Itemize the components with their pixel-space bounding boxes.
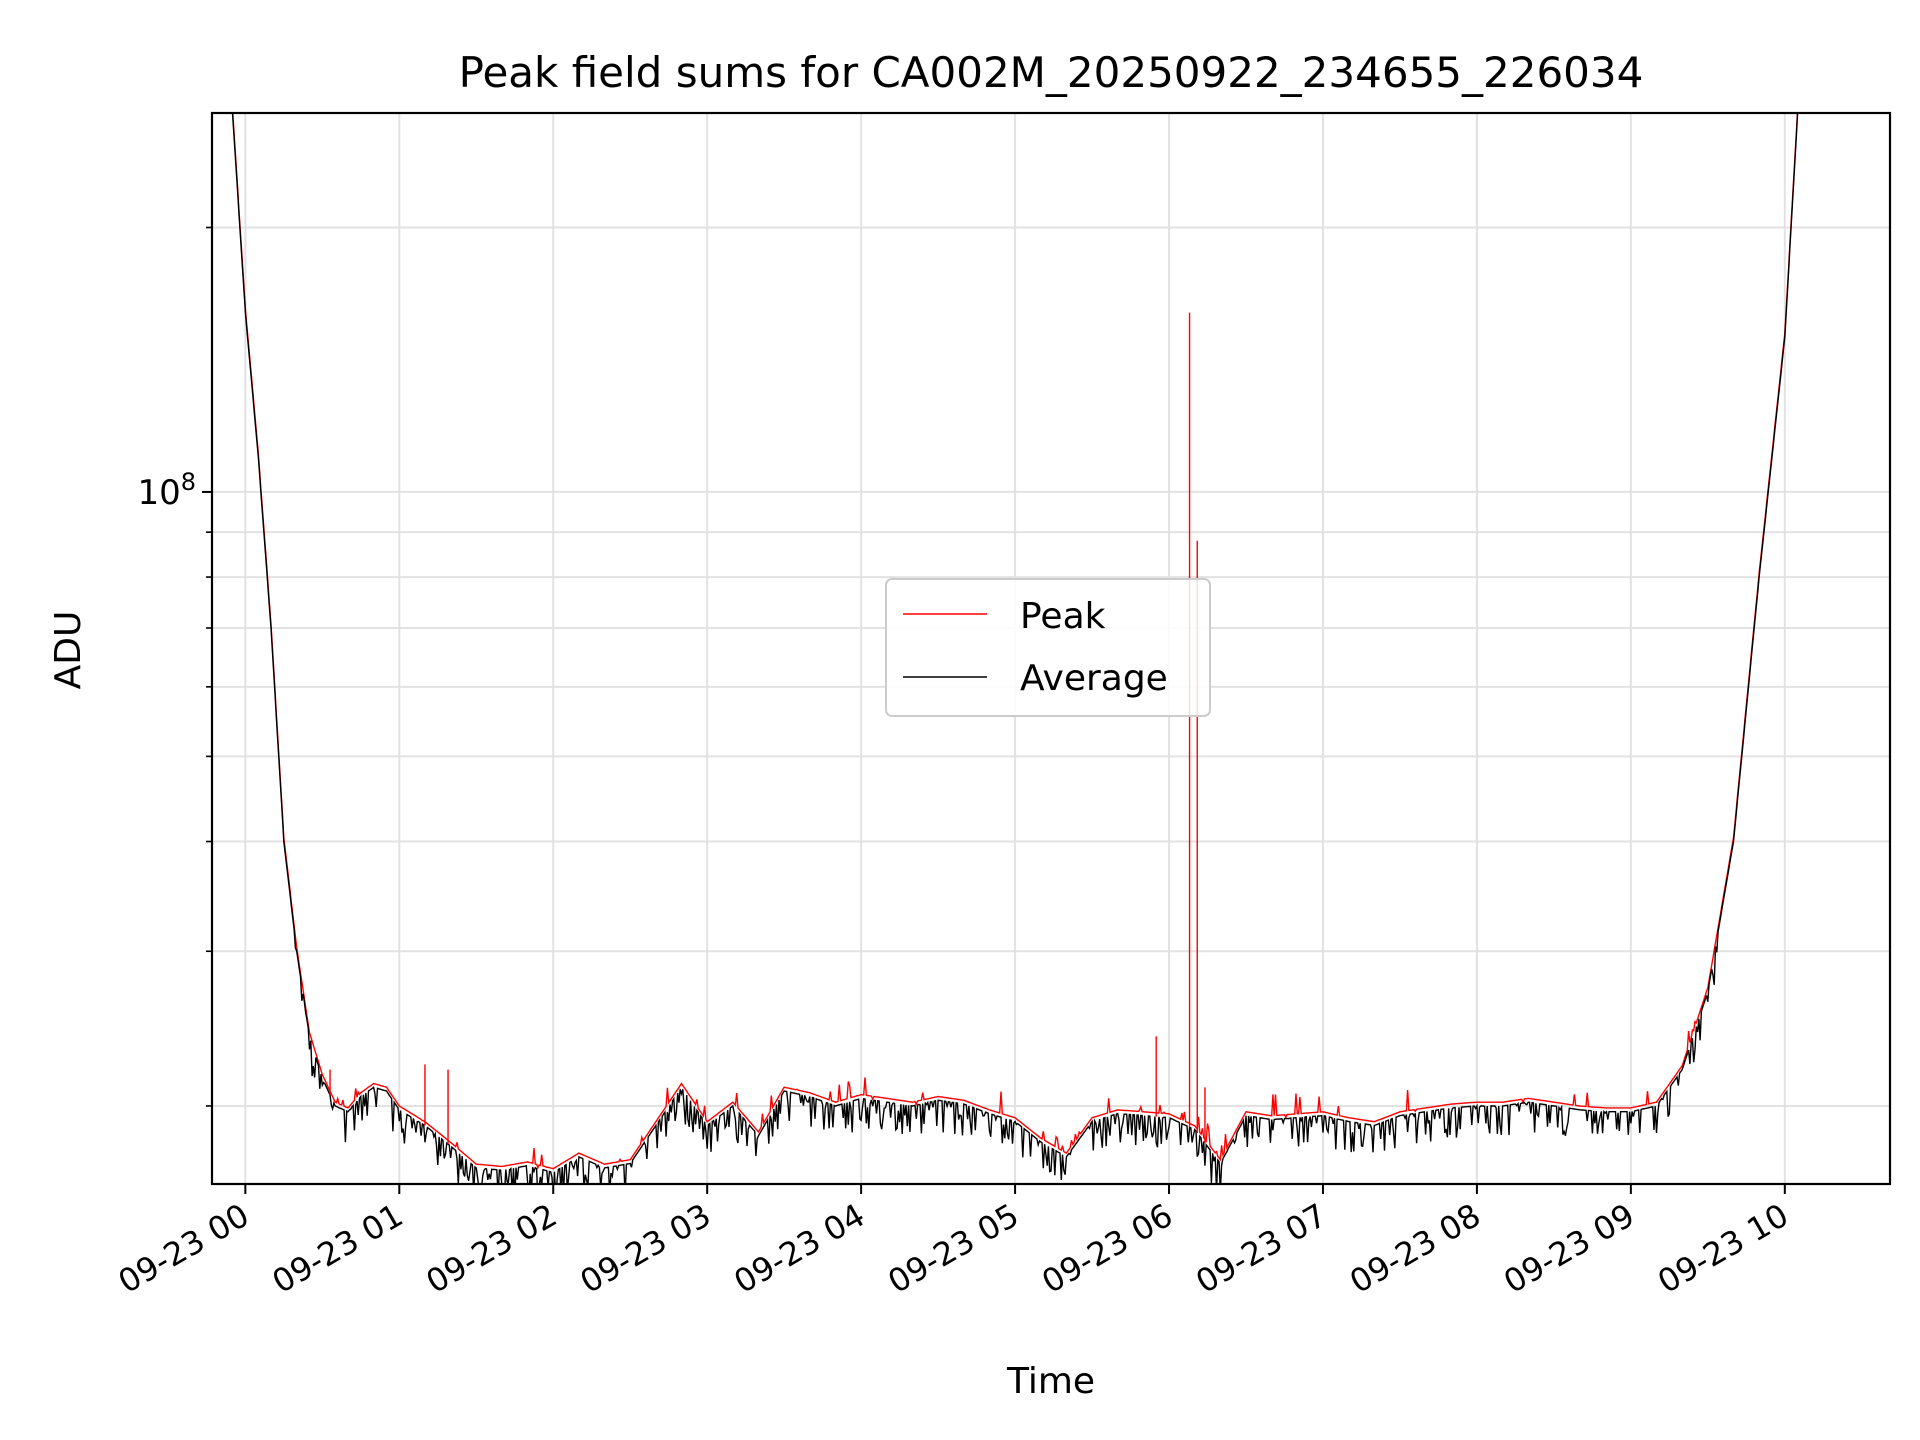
series-average-line [212, 113, 1890, 1184]
x-axis-ticks: 09-23 00 09-23 01 09-23 02 09-23 03 09-23 04… [112, 1184, 1795, 1301]
x-tick-label: 09-23 03 [574, 1196, 718, 1301]
legend-average-label: Average [1020, 658, 1168, 699]
chart-title: Peak field sums for CA002M_20250922_2346… [459, 48, 1644, 97]
y-axis-ticks: 108 [137, 226, 212, 1107]
y-tick-label: 108 [137, 468, 196, 513]
series-peak-line [232, 113, 1799, 1170]
x-tick-label: 09-23 02 [420, 1196, 564, 1301]
x-tick-label: 09-23 05 [881, 1196, 1025, 1301]
x-tick-label: 09-23 01 [266, 1196, 410, 1301]
x-tick-label: 09-23 07 [1189, 1196, 1333, 1301]
x-tick-label: 09-23 08 [1343, 1196, 1487, 1301]
x-tick-label: 09-23 00 [112, 1196, 256, 1301]
y-axis-label: ADU [48, 611, 89, 690]
x-axis-label: Time [1006, 1361, 1095, 1402]
legend-peak-label: Peak [1020, 596, 1106, 637]
x-tick-label: 09-23 10 [1651, 1196, 1795, 1301]
legend: Peak Average [885, 578, 1211, 717]
plot-frame [210, 111, 1892, 1186]
x-tick-label: 09-23 09 [1497, 1196, 1641, 1301]
x-tick-label: 09-23 04 [728, 1196, 872, 1301]
x-tick-label: 09-23 06 [1035, 1196, 1179, 1301]
